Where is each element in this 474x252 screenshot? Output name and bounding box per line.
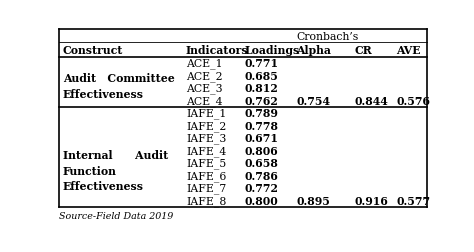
Text: 0.800: 0.800 [245,195,279,206]
Text: 0.658: 0.658 [245,158,279,169]
Text: Alpha: Alpha [296,45,331,56]
Text: AVE: AVE [396,45,421,56]
Text: ACE_2: ACE_2 [186,71,223,81]
Text: Indicators: Indicators [186,45,248,56]
Text: CR: CR [355,45,373,56]
Text: 0.812: 0.812 [245,83,279,94]
Text: Audit   Committee
Effectiveness: Audit Committee Effectiveness [63,73,175,99]
Text: 0.778: 0.778 [245,120,279,131]
Text: 0.771: 0.771 [245,58,279,69]
Text: IAFE_4: IAFE_4 [186,145,226,156]
Text: 0.806: 0.806 [245,145,279,156]
Text: Loadings: Loadings [245,45,300,56]
Text: IAFE_6: IAFE_6 [186,170,227,181]
Text: IAFE_7: IAFE_7 [186,183,226,194]
Text: Construct: Construct [63,45,123,56]
Text: IAFE_5: IAFE_5 [186,158,226,169]
Text: 0.577: 0.577 [396,195,430,206]
Text: Cronbach’s: Cronbach’s [296,32,358,42]
Text: Source-Field Data 2019: Source-Field Data 2019 [59,211,173,220]
Text: IAFE_3: IAFE_3 [186,133,227,144]
Text: 0.789: 0.789 [245,108,279,119]
Text: 0.754: 0.754 [296,96,330,106]
Text: ACE_3: ACE_3 [186,83,223,94]
Text: 0.786: 0.786 [245,170,279,181]
Text: Internal      Audit
Function
Effectiveness: Internal Audit Function Effectiveness [63,150,168,192]
Text: 0.916: 0.916 [355,195,389,206]
Text: 0.762: 0.762 [245,96,279,106]
Text: 0.576: 0.576 [396,96,430,106]
Text: ACE_1: ACE_1 [186,58,223,69]
Text: 0.844: 0.844 [355,96,389,106]
Text: IAFE_2: IAFE_2 [186,120,227,131]
Text: 0.772: 0.772 [245,183,279,194]
Text: 0.895: 0.895 [296,195,330,206]
Text: 0.671: 0.671 [245,133,279,144]
Text: IAFE_8: IAFE_8 [186,195,227,206]
Text: 0.685: 0.685 [245,71,279,82]
Text: IAFE_1: IAFE_1 [186,108,227,119]
Text: ACE_4: ACE_4 [186,96,222,106]
